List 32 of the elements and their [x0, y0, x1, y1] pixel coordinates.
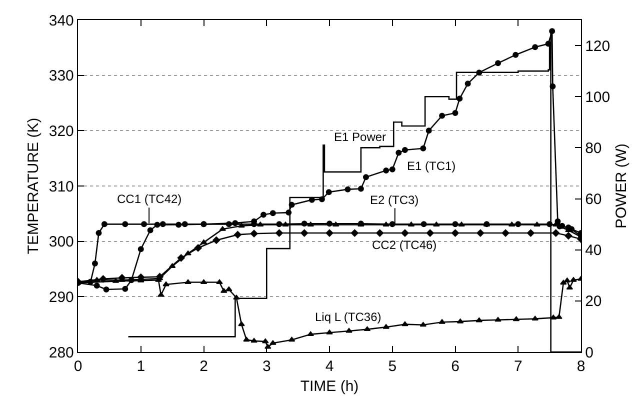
- x-tick-label: 6: [451, 358, 460, 376]
- y2-tick-label: 0: [585, 344, 594, 362]
- y2-tick-label: 60: [585, 191, 602, 208]
- y-tick-label: 310: [48, 178, 74, 196]
- series-label: Liq L (TC36): [315, 310, 382, 324]
- y-tick-label: 340: [48, 12, 74, 30]
- y-axis-title: TEMPERATURE (K): [25, 118, 42, 254]
- x-tick-label: 8: [576, 358, 586, 376]
- x-tick-label: 2: [200, 358, 208, 376]
- x-tick-label: 5: [388, 358, 397, 376]
- y-tick-label: 300: [48, 234, 74, 251]
- series-label: E1 Power: [334, 130, 386, 144]
- y2-axis-title: POWER (W): [613, 144, 630, 228]
- y-tick-label: 280: [48, 344, 74, 362]
- y2-tick-label: 100: [585, 88, 610, 106]
- x-tick-label: 3: [262, 358, 271, 376]
- series-label: E1 (TC1): [407, 159, 456, 173]
- x-tick-label: 7: [514, 358, 522, 376]
- series-label: CC1 (TC42): [117, 192, 182, 206]
- x-tick-label: 0: [74, 358, 82, 376]
- x-tick-label: 1: [136, 358, 146, 376]
- y-tick-label: 320: [48, 122, 74, 140]
- y2-tick-label: 20: [585, 293, 602, 310]
- y2-tick-label: 40: [585, 242, 602, 260]
- y2-tick-label: 120: [585, 38, 610, 55]
- y-tick-label: 330: [48, 68, 74, 85]
- series-label: E2 (TC3): [370, 193, 419, 207]
- x-axis-title: TIME (h): [300, 378, 359, 396]
- x-tick-label: 4: [325, 358, 334, 376]
- series-label: CC2 (TC46): [372, 238, 437, 252]
- y2-tick-label: 80: [585, 140, 602, 157]
- y-tick-label: 290: [48, 288, 74, 306]
